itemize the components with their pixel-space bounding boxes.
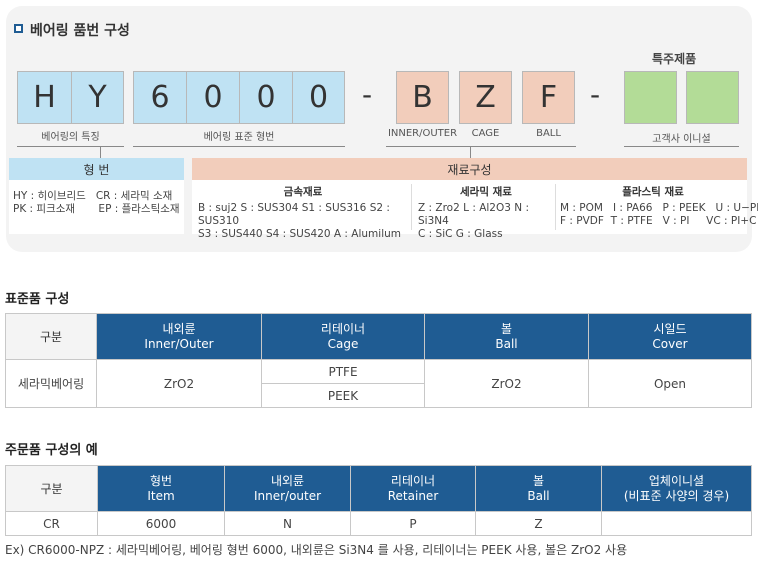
order-title: 주문품 구성의 예 xyxy=(5,443,98,458)
bracket-line xyxy=(133,146,345,147)
plastic-title: 플라스틱 재료 xyxy=(622,186,684,198)
type-line: PK : 피크소재 EP : 플라스틱소재 xyxy=(13,203,180,215)
type-header: 형 번 xyxy=(9,158,184,180)
label-ball: BALL xyxy=(536,128,561,139)
plastic-line: F : PVDF T : PTFE V : PI VC : PI+C xyxy=(560,215,757,227)
metal-title: 금속재료 xyxy=(283,186,323,198)
plastic-line: M : POM I : PA66 P : PEEK U : U−PE xyxy=(560,202,758,214)
header-inner: 내외륜 Inner/outer xyxy=(224,465,351,512)
header-item: 형번 Item xyxy=(97,465,225,512)
cell: Z xyxy=(475,511,602,536)
header-ball: 볼 Ball xyxy=(424,313,589,360)
standard-table: 구분 내외륜 Inner/Outer 리테이너 Cage 볼 Ball 시일드 Cove… xyxy=(5,313,752,408)
cell-cage: PTFE xyxy=(261,359,425,384)
cell: CR xyxy=(5,511,98,536)
char-box: B xyxy=(396,71,449,124)
char-box: F xyxy=(522,71,575,124)
dash: - xyxy=(362,78,373,111)
char-box: 0 xyxy=(186,71,240,124)
ceramic-line: C : SiC G : Glass xyxy=(418,228,503,240)
cell-cover: Open xyxy=(588,359,752,408)
bracket-line xyxy=(386,146,576,147)
type-line: HY : 히이브리드 CR : 세라믹 소재 xyxy=(13,190,173,202)
cell-ball: ZrO2 xyxy=(424,359,589,408)
metal-line: B : suj2 S : SUS304 S1 : SUS316 S2 : SUS… xyxy=(198,202,390,227)
label-feature: 베어링의 특징 xyxy=(41,132,100,143)
header-cover: 시일드 Cover xyxy=(588,313,752,360)
header-ball: 볼 Ball xyxy=(475,465,602,512)
cell-inner: ZrO2 xyxy=(96,359,262,408)
cell: P xyxy=(350,511,476,536)
cell-cage: PEEK xyxy=(261,383,425,408)
cell xyxy=(601,511,752,536)
char-box: Y xyxy=(71,71,124,124)
header-inner: 내외륜 Inner/Outer xyxy=(96,313,262,360)
title-icon xyxy=(14,24,23,33)
special-title: 특주제품 xyxy=(652,52,697,66)
initial-box xyxy=(686,71,739,124)
header-retainer: 리테이너 Retainer xyxy=(350,465,476,512)
header-initial: 업체이니셜 (비표준 사양의 경우) xyxy=(601,465,752,512)
char-box: 0 xyxy=(239,71,293,124)
material-header: 재료구성 xyxy=(192,158,747,180)
char-box: H xyxy=(17,71,72,124)
label-cage: CAGE xyxy=(471,128,500,139)
cell: 6000 xyxy=(97,511,225,536)
label-standard: 베어링 표준 형번 xyxy=(203,132,275,143)
standard-title: 표준품 구성 xyxy=(5,292,70,307)
header-category: 구분 xyxy=(5,465,98,512)
cell: N xyxy=(224,511,351,536)
dash: - xyxy=(590,78,601,111)
ceramic-title: 세라믹 재료 xyxy=(460,186,512,198)
char-box: 6 xyxy=(133,71,187,124)
char-box: 0 xyxy=(292,71,345,124)
bracket-line xyxy=(17,146,124,147)
header-category: 구분 xyxy=(5,313,97,360)
example-text: Ex) CR6000-NPZ : 세라믹베어링, 베어링 형번 6000, 내외… xyxy=(5,543,628,557)
row-label: 세라믹베어링 xyxy=(5,359,97,408)
bracket-line xyxy=(470,146,471,158)
material-content: 금속재료 B : suj2 S : SUS304 S1 : SUS316 S2 :… xyxy=(192,180,758,240)
bracket-line xyxy=(100,146,101,158)
ceramic-line: Z : Zro2 L : Al2O3 N : Si3N4 xyxy=(418,202,529,227)
label-initial: 고객사 이니셜 xyxy=(652,134,711,145)
metal-line: S3 : SUS440 S4 : SUS420 A : Alumilum xyxy=(198,228,402,240)
char-box: Z xyxy=(459,71,512,124)
bracket-line xyxy=(624,146,739,147)
diagram-title: 베어링 품번 구성 xyxy=(30,23,130,39)
header-cage: 리테이너 Cage xyxy=(261,313,425,360)
initial-box xyxy=(624,71,677,124)
type-content: HY : 히이브리드 CR : 세라믹 소재 PK : 피크소재 EP : 플라스… xyxy=(9,180,184,234)
label-inner: INNER/OUTER xyxy=(387,128,458,139)
